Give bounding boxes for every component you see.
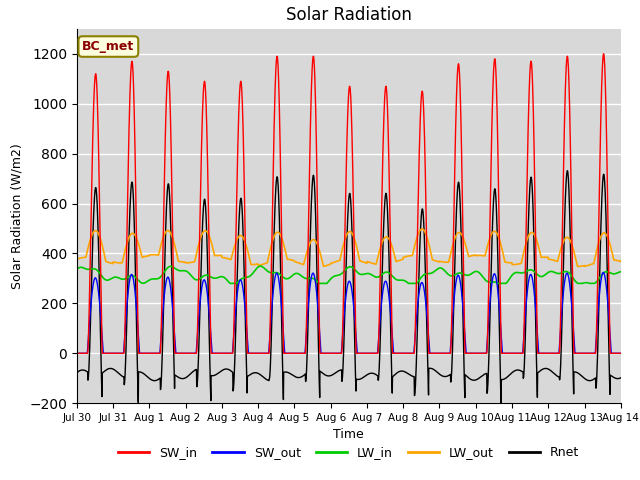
LW_out — [402, 254, 410, 260]
SW_in — [575, 350, 582, 356]
Rnet — [131, 239, 139, 245]
Line: Rnet: Rnet — [77, 166, 640, 404]
LW_in — [257, 263, 264, 269]
Line: LW_in: LW_in — [77, 266, 640, 283]
Line: SW_out: SW_out — [77, 273, 640, 353]
Legend: SW_in, SW_out, LW_in, LW_out, Rnet: SW_in, SW_out, LW_in, LW_out, Rnet — [113, 441, 584, 464]
LW_out — [73, 256, 81, 262]
Rnet — [256, 372, 264, 377]
Title: Solar Radiation: Solar Radiation — [286, 6, 412, 24]
LW_out — [131, 232, 139, 238]
Rnet — [542, 366, 550, 372]
LW_in — [73, 267, 81, 273]
SW_in — [402, 350, 410, 356]
LW_in — [227, 280, 234, 286]
Y-axis label: Solar Radiation (W/m2): Solar Radiation (W/m2) — [11, 143, 24, 289]
LW_out — [418, 226, 426, 232]
Rnet — [575, 371, 582, 376]
Rnet — [402, 370, 410, 375]
SW_out — [73, 350, 81, 356]
Rnet — [497, 401, 505, 407]
LW_in — [403, 279, 410, 285]
SW_in — [600, 51, 607, 57]
Line: LW_out: LW_out — [77, 229, 640, 266]
LW_in — [131, 274, 139, 279]
Line: SW_in: SW_in — [77, 54, 640, 353]
LW_in — [575, 280, 583, 286]
X-axis label: Time: Time — [333, 429, 364, 442]
LW_out — [256, 262, 264, 268]
SW_out — [599, 270, 607, 276]
SW_in — [131, 133, 139, 139]
SW_out — [402, 350, 410, 356]
Rnet — [73, 370, 81, 375]
SW_out — [256, 350, 264, 356]
SW_out — [575, 350, 582, 356]
LW_in — [542, 271, 550, 277]
SW_in — [256, 350, 264, 356]
SW_in — [73, 350, 81, 356]
LW_in — [257, 263, 264, 269]
SW_out — [131, 287, 139, 292]
LW_out — [574, 264, 582, 269]
Rnet — [636, 163, 640, 168]
SW_in — [542, 350, 550, 356]
LW_out — [575, 264, 583, 269]
Text: BC_met: BC_met — [82, 40, 134, 53]
LW_out — [542, 254, 550, 260]
SW_out — [542, 350, 550, 356]
